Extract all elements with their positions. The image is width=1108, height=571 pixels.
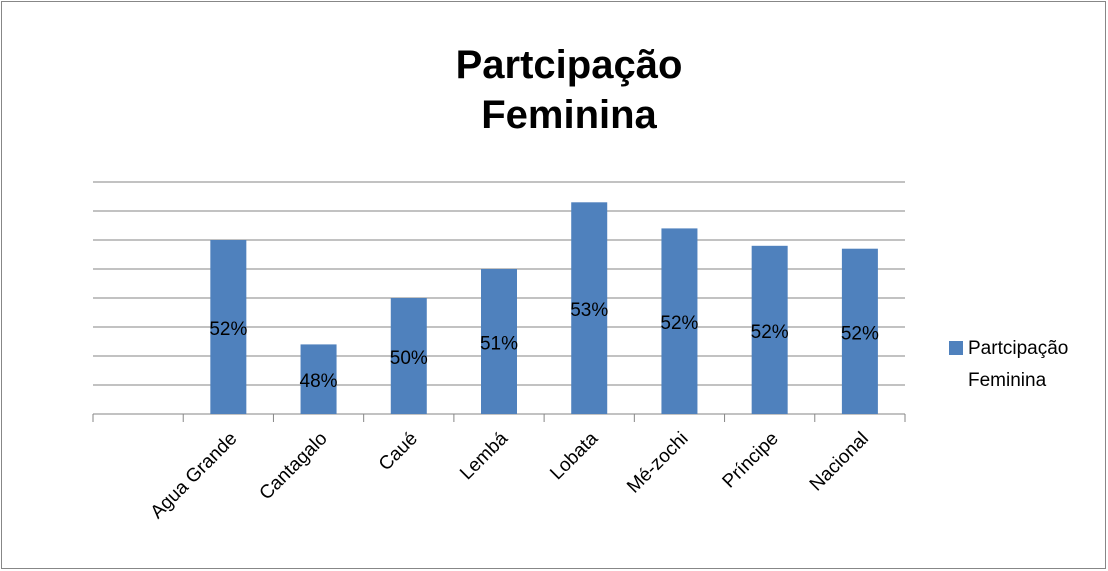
data-label: 53% xyxy=(570,300,608,321)
data-label: 52% xyxy=(751,322,789,343)
data-label: 51% xyxy=(480,334,518,355)
data-label: 52% xyxy=(841,323,879,344)
bar xyxy=(210,240,247,414)
bar xyxy=(300,344,337,414)
bar xyxy=(481,269,517,414)
data-label: 50% xyxy=(390,348,428,369)
legend-swatch xyxy=(949,341,963,355)
data-label: 48% xyxy=(300,371,338,392)
chart-title: Partcipação Feminina xyxy=(455,43,683,137)
legend-label: Partcipação Feminina xyxy=(968,338,1069,391)
bar xyxy=(661,228,698,414)
bar xyxy=(751,245,788,414)
data-label: 52% xyxy=(209,319,247,340)
bar xyxy=(390,298,427,414)
bar xyxy=(841,248,878,414)
bar xyxy=(571,202,608,414)
legend: Partcipação Feminina xyxy=(949,333,1099,397)
legend-item: Partcipação Feminina xyxy=(949,333,1099,397)
data-label: 52% xyxy=(660,313,698,334)
